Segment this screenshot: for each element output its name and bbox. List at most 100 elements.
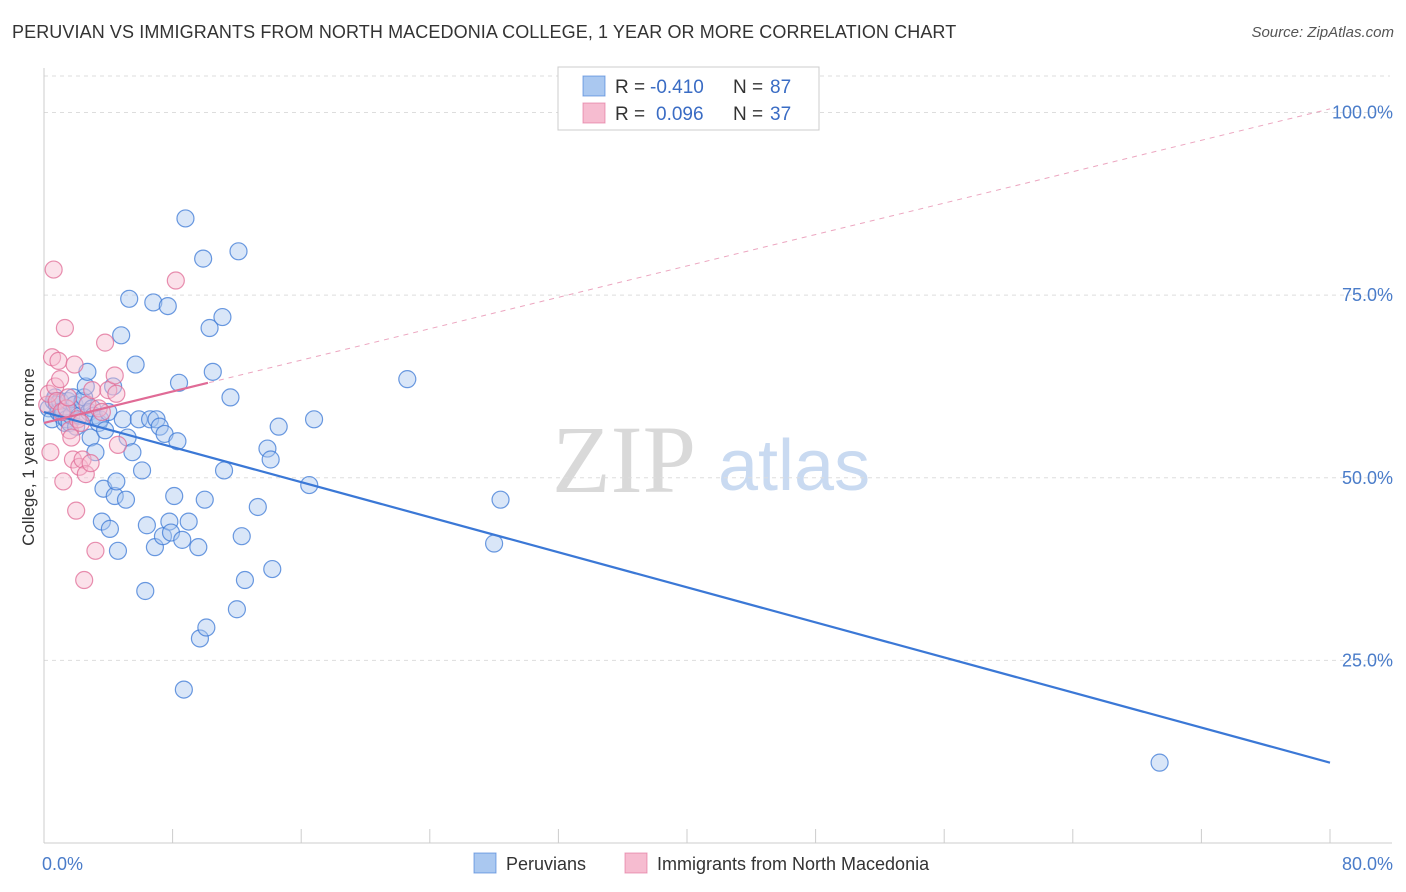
- y-tick-label-0: 25.0%: [1342, 650, 1393, 670]
- north-macedonia-point-27: [83, 381, 102, 400]
- peruvians-point-48: [137, 516, 156, 535]
- peruvians-point-80: [248, 497, 267, 517]
- peruvians-point-33: [100, 519, 120, 538]
- north-macedonia-point-24: [76, 465, 95, 484]
- peruvians-point-43: [123, 443, 142, 462]
- stats-legend-n-label-2: N =: [733, 104, 763, 125]
- stats-legend-n-value-1: 87: [770, 77, 791, 98]
- peruvians-point-76: [227, 600, 246, 619]
- peruvians-point-36: [107, 472, 126, 491]
- stats-legend-swatch-blue: [582, 75, 606, 97]
- y-tick-label-1: 50.0%: [1342, 468, 1393, 488]
- peruvians-point-59: [165, 486, 184, 506]
- peruvians-point-39: [113, 410, 132, 429]
- series-legend-label-peruvians: Peruvians: [506, 854, 586, 874]
- chart-title: PERUVIAN VS IMMIGRANTS FROM NORTH MACEDO…: [12, 22, 957, 42]
- stats-legend-r-value-1: -0.410: [650, 77, 704, 98]
- peruvians-point-78: [232, 527, 251, 546]
- peruvians-point-88: [485, 534, 504, 553]
- watermark-zip: ZIP: [552, 406, 696, 513]
- north-macedonia-point-16: [63, 450, 83, 469]
- north-macedonia-point-18: [67, 501, 86, 520]
- north-macedonia-point-17: [65, 355, 84, 374]
- peruvians-point-37: [108, 541, 128, 560]
- peruvians-point-42: [120, 289, 139, 308]
- peruvians-point-84: [269, 417, 288, 436]
- peruvians-point-83: [263, 559, 282, 579]
- north-macedonia-point-35: [108, 435, 128, 454]
- peruvians-point-47: [136, 581, 155, 601]
- y-tick-label-3: 100.0%: [1332, 103, 1393, 123]
- stats-legend-n-label-1: N =: [733, 77, 763, 98]
- watermark-atlas: atlas: [718, 426, 870, 506]
- north-macedonia-point-28: [86, 541, 105, 560]
- peruvians-point-74: [214, 461, 234, 480]
- stats-legend-n-value-2: 37: [770, 104, 791, 125]
- x-tick-labels: 0.0% 80.0%: [42, 854, 1393, 874]
- peruvians-point-82: [261, 450, 280, 469]
- peruvians-point-87: [398, 370, 417, 389]
- peruvians-point-58: [161, 523, 181, 542]
- peruvians-point-73: [213, 307, 232, 327]
- north-macedonia-point-10: [54, 472, 73, 491]
- peruvians-point-61: [169, 373, 189, 392]
- north-macedonia-point-30: [92, 402, 111, 422]
- series-legend-label-north-macedonia: Immigrants from North Macedonia: [657, 854, 930, 874]
- y-tick-label-2: 75.0%: [1342, 285, 1393, 305]
- stats-legend: R = -0.410 N = 87 R = 0.096 N = 37: [557, 66, 820, 131]
- peruvians-point-71: [200, 318, 219, 338]
- watermark: ZIP atlas: [552, 406, 870, 513]
- trend-line-north-macedonia-extended: [43, 108, 1331, 424]
- peruvians-point-69: [195, 490, 214, 509]
- axes: [43, 68, 1392, 844]
- peruvians-point-49: [140, 410, 160, 429]
- stats-legend-r-value-2: 0.096: [656, 104, 704, 125]
- peruvians-point-46: [132, 461, 152, 480]
- peruvians-point-68: [194, 249, 213, 268]
- series-legend: Peruvians Immigrants from North Macedoni…: [473, 852, 930, 874]
- north-macedonia-point-15: [62, 428, 81, 447]
- peruvians-point-77: [229, 242, 248, 261]
- peruvians-point-63: [174, 680, 193, 699]
- peruvians-point-81: [258, 439, 277, 458]
- north-macedonia-point-31: [95, 333, 115, 352]
- chart-source: Source: ZipAtlas.com: [1251, 24, 1394, 41]
- peruvians-point-50: [144, 293, 163, 312]
- north-macedonia-point-13: [59, 388, 78, 407]
- north-macedonia-point-2: [41, 443, 60, 462]
- y-tick-labels: 25.0% 50.0% 75.0% 100.0%: [1332, 103, 1393, 671]
- north-macedonia-point-8: [50, 370, 70, 389]
- stats-legend-r-label-2: R =: [615, 104, 645, 125]
- peruvians-point-70: [197, 618, 216, 637]
- peruvians-point-35: [105, 486, 124, 506]
- trend-lines: [43, 108, 1331, 764]
- north-macedonia-point-26: [81, 454, 100, 473]
- series-legend-swatch-north-macedonia: [624, 852, 648, 874]
- stats-legend-r-label-1: R =: [615, 77, 645, 98]
- north-macedonia-point-4: [44, 260, 63, 279]
- peruvians-point-23: [81, 428, 100, 447]
- peruvians-point-60: [168, 432, 187, 451]
- peruvians-point-40: [116, 490, 136, 509]
- peruvians-point-67: [190, 629, 210, 648]
- peruvians-point-44: [126, 355, 145, 374]
- north-macedonia-point-23: [75, 570, 94, 590]
- north-macedonia-point-34: [107, 384, 126, 403]
- north-macedonia-point-36: [166, 271, 185, 290]
- peruvians-point-62: [173, 530, 192, 549]
- x-tick-label-0: 0.0%: [42, 854, 83, 874]
- peruvians-point-89: [491, 490, 510, 509]
- peruvians-point-38: [112, 326, 131, 345]
- peruvians-point-56: [158, 297, 177, 316]
- north-macedonia-point-33: [105, 366, 124, 385]
- peruvians-point-72: [203, 362, 222, 381]
- y-axis-title: College, 1 year or more: [19, 368, 38, 546]
- trend-line-north-macedonia: [43, 381, 209, 425]
- north-macedonia-point-7: [49, 351, 68, 370]
- peruvians-point-64: [176, 209, 195, 228]
- peruvians-point-75: [221, 388, 240, 407]
- peruvians-point-86: [304, 410, 324, 429]
- series-legend-swatch-peruvians: [473, 852, 497, 874]
- north-macedonia-point-6: [47, 391, 66, 411]
